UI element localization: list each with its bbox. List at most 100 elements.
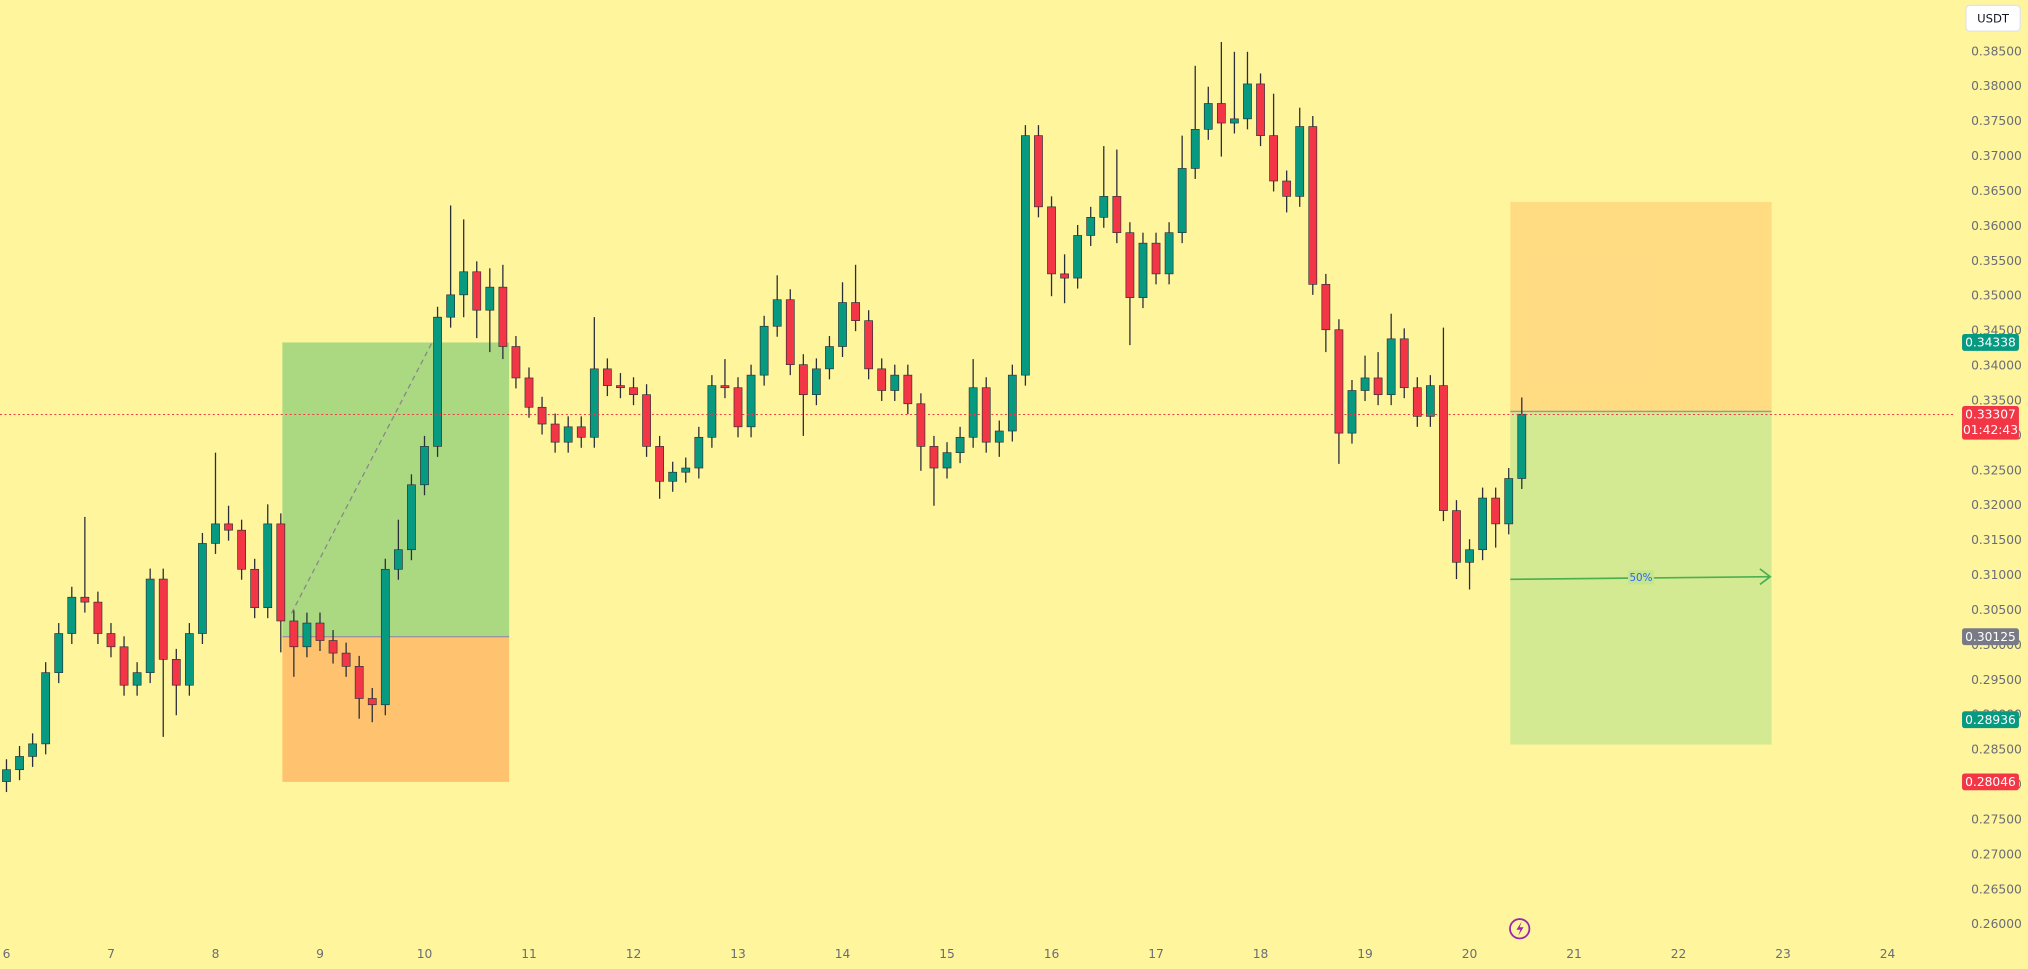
y-tick-label: 0.29500 (1971, 673, 2022, 687)
x-tick-label: 9 (316, 947, 324, 961)
x-tick-label: 11 (521, 947, 537, 961)
candle-body (1112, 196, 1122, 234)
candle-body (994, 430, 1004, 443)
candle-body (733, 387, 743, 428)
candle-body (472, 271, 482, 311)
candle-body (1073, 235, 1083, 279)
candle-body (15, 756, 24, 771)
currency-text[interactable]: USDT (1977, 11, 2010, 25)
candle-body (289, 620, 299, 648)
y-tick-label: 0.35000 (1971, 289, 2022, 303)
candle-body (302, 622, 312, 648)
candle-body (1060, 273, 1069, 279)
candle-body (1047, 206, 1056, 275)
candle-body (642, 394, 651, 447)
candle-body (916, 403, 926, 447)
candle-body (198, 543, 207, 634)
candle-body (1086, 216, 1096, 236)
candle-body (446, 294, 455, 318)
candle-body (28, 743, 37, 757)
candle-body (158, 578, 168, 660)
candle-body (1452, 510, 1461, 563)
candle-body (393, 549, 403, 570)
icon-bolt[interactable] (1516, 921, 1524, 936)
candle-body (1439, 385, 1448, 511)
current-price-tag (1962, 406, 2019, 440)
candle-body (145, 578, 155, 673)
candle-body (184, 633, 194, 686)
candle-body (1164, 232, 1174, 275)
candle-body (263, 523, 273, 609)
candle-body (877, 368, 887, 391)
candle-body (407, 484, 416, 551)
candle-body (1216, 103, 1226, 124)
candle-body (1373, 377, 1383, 396)
candle-body (694, 436, 704, 469)
candle-body (211, 523, 220, 544)
candle-body (759, 325, 769, 376)
y-tick-label: 0.36000 (1971, 219, 2022, 233)
candle-body (106, 633, 116, 648)
x-tick-label: 21 (1566, 947, 1582, 961)
candle-body (1491, 497, 1501, 525)
candle-body (1478, 497, 1487, 551)
candle-body (67, 596, 77, 634)
price-tag-label: 0.34338 (1965, 336, 2016, 350)
y-tick-label: 0.32000 (1971, 498, 2022, 512)
candle-body (720, 385, 730, 389)
candle-body (981, 387, 991, 443)
candles-layer (2, 42, 1527, 793)
x-tick-label: 6 (3, 947, 11, 961)
candle-body (1243, 83, 1252, 120)
loss-zone (1510, 201, 1772, 412)
candle-body (825, 346, 834, 370)
candle-body (603, 368, 612, 386)
y-tick-label: 0.31500 (1971, 533, 2022, 547)
candle-body (1386, 338, 1396, 396)
y-tick-label: 0.33500 (1971, 393, 2022, 407)
candle-body (851, 302, 860, 321)
price-tag (1962, 334, 2019, 351)
x-tick-label: 8 (212, 947, 220, 961)
candle-body (890, 374, 900, 391)
price-tag-label: 0.30125 (1965, 630, 2016, 644)
y-tick-label: 0.37000 (1971, 149, 2022, 163)
x-tick-label: 15 (939, 947, 955, 961)
candle-body (1007, 374, 1017, 432)
y-tick-label: 0.38000 (1971, 79, 2022, 93)
x-tick-label: 23 (1775, 947, 1791, 961)
candle-body (1360, 377, 1370, 391)
candle-body (1321, 284, 1331, 331)
candle-body (1099, 196, 1109, 218)
y-tick-label: 0.28500 (1971, 743, 2022, 757)
lightning-icon[interactable] (1509, 918, 1531, 940)
candle-body (380, 568, 390, 706)
y-tick-label: 0.26000 (1971, 917, 2022, 931)
positions-layer: 50% (282, 201, 1772, 782)
icon-circle[interactable] (1509, 918, 1531, 940)
candle-body (563, 426, 573, 443)
candle-body (1021, 135, 1030, 376)
candle-body (171, 659, 181, 686)
candle-body (1177, 168, 1187, 234)
candle-body (812, 368, 821, 396)
currency-button[interactable]: USDT (1965, 4, 2021, 32)
candle-body (354, 666, 364, 699)
candle-body (903, 374, 913, 405)
x-tick-label: 10 (417, 947, 433, 961)
candle-body (1138, 242, 1148, 298)
candle-body (41, 672, 51, 745)
currency-button-box[interactable] (1965, 4, 2021, 32)
x-tick-label: 18 (1253, 947, 1269, 961)
candle-body (1282, 180, 1292, 197)
price-tag (1962, 773, 2019, 791)
x-tick-label: 7 (107, 947, 115, 961)
candle-body (1465, 549, 1474, 563)
progress-label-bg (1627, 570, 1654, 585)
candle-body (681, 467, 691, 473)
x-tick-label: 14 (835, 947, 851, 961)
y-tick-label: 0.31000 (1971, 568, 2022, 582)
y-tick-label: 0.26500 (1971, 882, 2022, 896)
candle-body (746, 374, 756, 428)
